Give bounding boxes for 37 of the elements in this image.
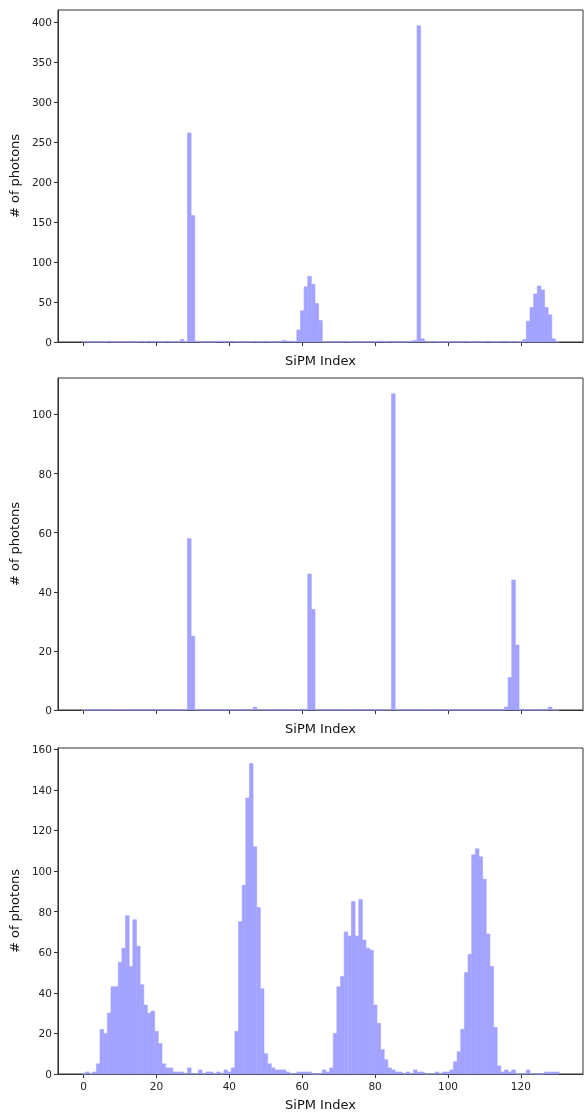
x-axis-title: SiPM Index — [285, 1097, 357, 1112]
y-tick-label: 140 — [31, 783, 52, 796]
y-tick-label: 300 — [31, 95, 52, 108]
y-tick-label: 150 — [31, 215, 52, 228]
x-axis-title: SiPM Index — [285, 721, 357, 736]
x-axis-title: SiPM Index — [285, 353, 357, 368]
y-tick-label: 350 — [31, 55, 52, 68]
y-tick-label: 100 — [31, 408, 52, 421]
y-tick-label: 250 — [31, 135, 52, 148]
y-tick-label: 20 — [38, 1027, 52, 1040]
y-tick-label: 60 — [38, 526, 52, 539]
y-tick-label: 20 — [38, 644, 52, 657]
x-tick-label: 80 — [368, 1079, 382, 1092]
x-tick-label: 40 — [222, 1079, 237, 1092]
y-tick-label: 40 — [38, 986, 52, 999]
y-tick-label: 0 — [45, 336, 52, 348]
y-axis-title: # of photons — [7, 133, 22, 219]
y-tick-label: 80 — [38, 905, 52, 918]
y-tick-label: 400 — [31, 15, 52, 28]
x-tick-label: 0 — [80, 1079, 87, 1092]
x-tick-label: 60 — [295, 1079, 309, 1092]
y-tick-label: 160 — [31, 743, 52, 756]
y-tick-label: 80 — [38, 467, 52, 480]
x-tick-label: 20 — [149, 1079, 164, 1092]
y-tick-label: 50 — [38, 295, 52, 308]
y-tick-label: 60 — [38, 946, 52, 959]
y-tick-label: 100 — [31, 255, 52, 268]
x-tick-label: 120 — [510, 1079, 531, 1092]
y-axis-title: # of photons — [7, 501, 22, 587]
y-axis-title: # of photons — [7, 868, 22, 954]
x-tick-label: 100 — [437, 1079, 459, 1092]
y-tick-label: 0 — [45, 1068, 52, 1080]
y-tick-label: 40 — [38, 585, 52, 598]
y-tick-label: 0 — [45, 704, 52, 716]
y-tick-label: 200 — [31, 175, 52, 188]
y-tick-label: 100 — [31, 865, 52, 878]
y-tick-label: 120 — [31, 824, 52, 837]
